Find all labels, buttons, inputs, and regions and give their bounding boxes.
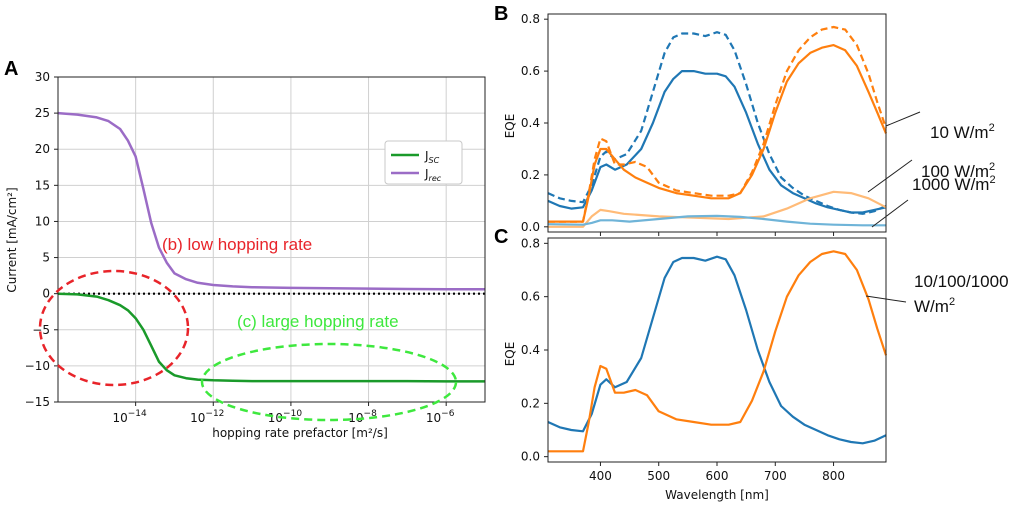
y-tick-label: 30 <box>35 70 50 84</box>
y-tick-label: 0.2 <box>521 168 540 182</box>
chart-c-x-axis-label: Wavelength [nm] <box>665 488 769 502</box>
y-tick-label: 0.0 <box>521 450 540 464</box>
legend-jrec-label: Jrec <box>424 167 442 183</box>
y-tick-label: 0.2 <box>521 396 540 410</box>
large-hopping-ellipse <box>200 342 458 422</box>
chart-a-legend: JSC Jrec <box>384 140 463 185</box>
chart-c-frame <box>547 237 887 463</box>
chart-a-frame <box>57 76 486 403</box>
x-tick-label: 10−8 <box>348 409 377 425</box>
leader-100 <box>867 159 913 193</box>
chart-c-x-ticks: 400 500 600 700 800 <box>589 462 845 483</box>
annotation-100-wm2: 100 W/m2 <box>921 161 995 181</box>
panel-label-b: B <box>494 3 508 25</box>
y-tick-label: 20 <box>35 142 50 156</box>
y-tick-label: 0 <box>42 287 50 301</box>
chart-c-y-axis-label: EQE <box>503 342 517 367</box>
chart-c: 0.0 0.2 0.4 0.6 0.8 400 500 600 700 800 Waveleng… <box>503 236 1009 502</box>
annotation-all-intensities-line1: 10/100/1000 <box>914 272 1009 291</box>
chart-b-frame <box>547 13 887 233</box>
x-tick-label: 800 <box>822 469 845 483</box>
annotation-large-hopping-rate: (c) large hopping rate <box>237 312 399 331</box>
annotation-10-wm2: 10 W/m2 <box>930 122 995 142</box>
legend-jsc-label: JSC <box>424 149 440 165</box>
legend-box <box>384 140 463 185</box>
chart-a-x-ticks: 10−14 10−12 10−10 10−8 10−6 <box>112 402 455 425</box>
annotation-low-hopping-rate: (b) low hopping rate <box>162 235 312 254</box>
x-tick-label: 10−14 <box>112 409 147 425</box>
leader-1000 <box>871 199 909 228</box>
chart-c-y-ticks: 0.0 0.2 0.4 0.6 0.8 <box>521 236 548 464</box>
annotation-1000-wm2: 1000 W/m2 <box>912 174 996 194</box>
y-tick-label: 15 <box>35 178 50 192</box>
chart-b-y-ticks: 0.0 0.2 0.4 0.6 0.8 <box>521 12 548 234</box>
leader-10 <box>885 111 921 127</box>
series-line <box>547 69 887 214</box>
y-tick-label: 10 <box>35 214 50 228</box>
x-tick-label: 500 <box>647 469 670 483</box>
chart-a-y-axis-label: Current [mA/cm²] <box>5 187 19 292</box>
chart-a: −15 −10 −5 0 5 10 15 20 25 30 10−14 10−12 10−10 10−8… <box>5 70 486 440</box>
series-line <box>548 25 888 223</box>
y-tick-label: 0.6 <box>521 290 540 304</box>
series-line <box>548 250 888 453</box>
y-tick-label: 0.4 <box>521 116 540 130</box>
chart-a-series <box>57 111 485 383</box>
annotation-all-intensities-line2: W/m2 <box>914 296 955 316</box>
chart-b-series <box>547 25 888 228</box>
y-tick-label: 5 <box>42 251 50 265</box>
series-line <box>548 190 887 228</box>
chart-a-x-axis-label: hopping rate prefactor [m²/s] <box>212 426 388 440</box>
chart-b-y-axis-label: EQE <box>503 114 517 139</box>
chart-b: 0.0 0.2 0.4 0.6 0.8 EQE 10 W/m2 100 W/m2 100… <box>503 12 996 236</box>
x-tick-label: 600 <box>706 469 729 483</box>
y-tick-label: −10 <box>25 359 50 373</box>
chart-a-y-ticks: −15 −10 −5 0 5 10 15 20 25 30 <box>25 70 58 409</box>
chart-c-series <box>547 250 888 453</box>
y-tick-label: −5 <box>32 323 50 337</box>
y-tick-label: −15 <box>25 395 50 409</box>
low-hopping-ellipse <box>38 269 190 387</box>
series-line-jrec <box>57 111 485 291</box>
panel-label-c: C <box>494 226 508 248</box>
y-tick-label: 0.8 <box>521 12 540 26</box>
series-line <box>547 255 887 445</box>
panel-label-a: A <box>4 58 18 80</box>
chart-a-background <box>58 77 485 402</box>
series-line-jsc <box>57 292 485 383</box>
x-tick-label: 400 <box>589 469 612 483</box>
y-tick-label: 0.0 <box>521 220 540 234</box>
chart-b-x-ticks <box>599 232 835 236</box>
x-tick-label: 10−12 <box>190 409 224 425</box>
x-tick-label: 10−6 <box>426 409 455 425</box>
x-tick-label: 700 <box>764 469 787 483</box>
y-tick-label: 25 <box>35 106 50 120</box>
leader-all <box>865 295 907 303</box>
y-tick-label: 0.4 <box>521 343 540 357</box>
series-line <box>547 31 887 215</box>
y-tick-label: 0.8 <box>521 236 540 250</box>
series-line <box>547 214 886 227</box>
x-tick-label: 10−10 <box>268 409 303 425</box>
y-tick-label: 0.6 <box>521 64 540 78</box>
